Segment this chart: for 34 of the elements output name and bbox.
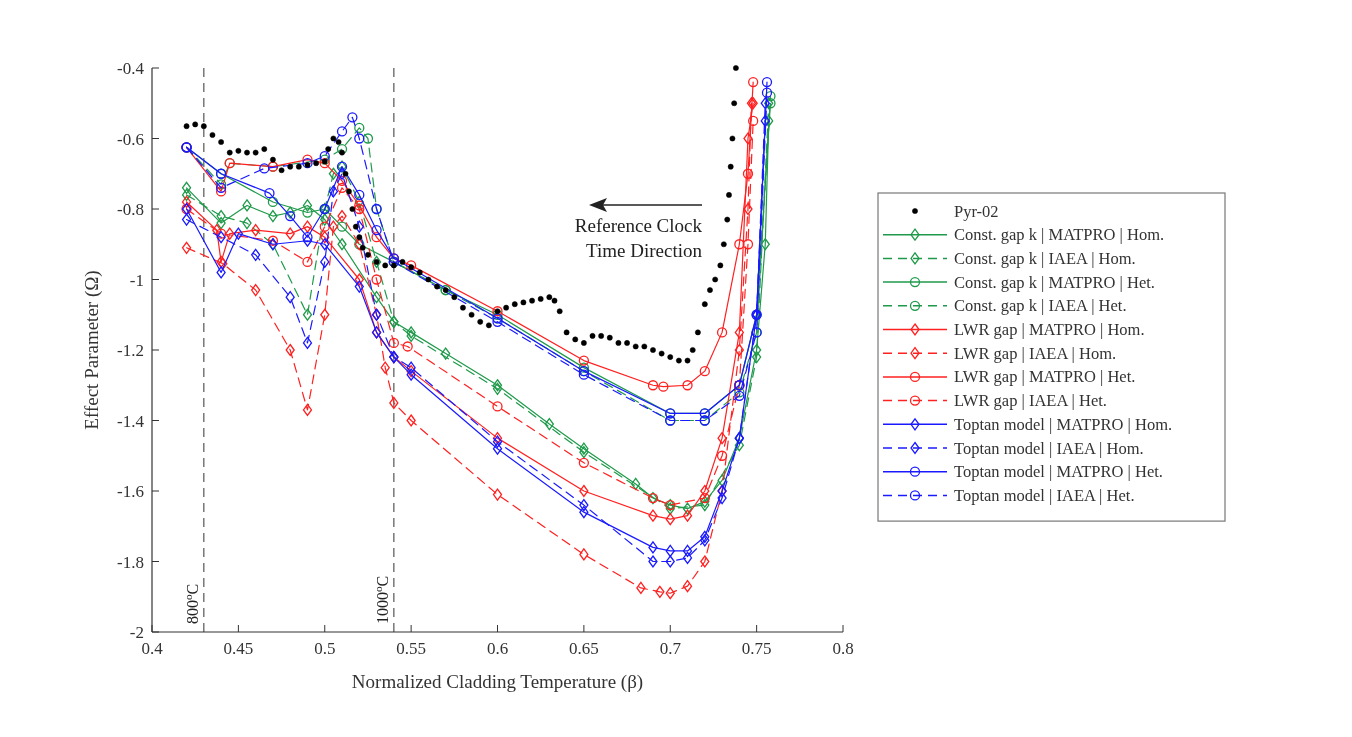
x-tick-label: 0.8 — [832, 639, 854, 658]
legend-label: Pyr-02 — [954, 201, 999, 221]
y-tick-label: -1.4 — [117, 411, 145, 431]
legend-label: LWR gap | MATPRO | Het. — [954, 367, 1136, 387]
x-tick-label: 0.45 — [223, 639, 254, 658]
x-tick-label: 0.4 — [141, 639, 164, 658]
y-tick-label: -1.2 — [117, 341, 144, 360]
legend-label: LWR gap | IAEA | Het. — [954, 391, 1107, 411]
legend-label: Const. gap k | MATPRO | Het. — [954, 272, 1155, 292]
y-tick-label: -0.6 — [117, 129, 144, 149]
legend-label: Const. gap k | IAEA | Het. — [954, 296, 1127, 316]
x-tick-label: 0.6 — [486, 639, 509, 658]
legend-label: Toptan model | IAEA | Hom. — [954, 438, 1144, 458]
legend-label: LWR gap | MATPRO | Hom. — [954, 320, 1145, 339]
x-tick-label: 0.5 — [314, 639, 336, 658]
legend-label: Toptan model | IAEA | Het. — [954, 485, 1135, 505]
legend-label: Const. gap k | MATPRO | Hom. — [954, 225, 1165, 245]
x-tick-label: 0.7 — [659, 639, 682, 658]
x-tick-label: 0.75 — [741, 639, 772, 658]
y-axis-title: Effect Parameter (Ω) — [81, 270, 103, 430]
x-tick-label: 0.65 — [569, 639, 599, 658]
y-tick-label: -2 — [129, 623, 144, 642]
legend-label: Toptan model | MATPRO | Hom. — [954, 414, 1173, 434]
y-tick-label: -0.4 — [117, 59, 145, 78]
legend-label: Const. gap k | IAEA | Hom. — [954, 248, 1136, 268]
y-tick-label: -0.8 — [117, 200, 144, 219]
legend-label: LWR gap | IAEA | Hom. — [954, 343, 1117, 363]
y-tick-label: -1.8 — [117, 552, 144, 572]
y-tick-label: -1.6 — [117, 482, 144, 501]
x-tick-label: 0.55 — [396, 639, 426, 658]
annotation: Reference Clock Time Direction — [574, 215, 703, 261]
y-tick-label: -1 — [129, 270, 144, 290]
legend-label: Toptan model | MATPRO | Het. — [954, 462, 1163, 482]
x-axis-title: Normalized Cladding Temperature (β) — [351, 671, 644, 693]
